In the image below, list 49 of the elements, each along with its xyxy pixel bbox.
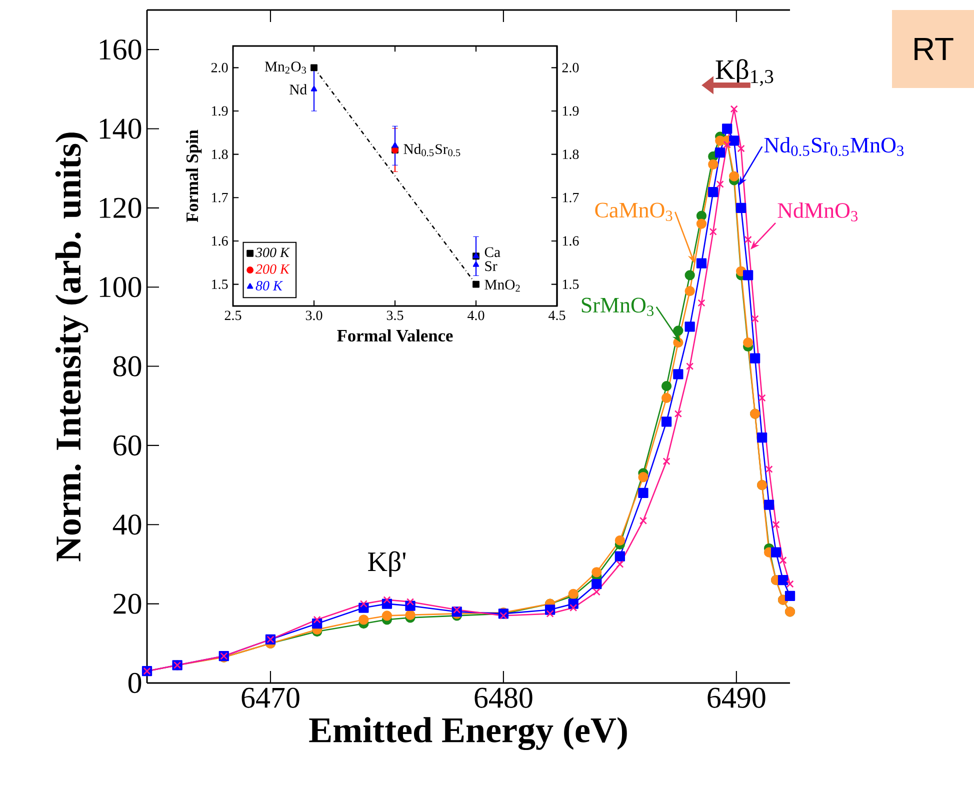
x-tick-label: 6470 (242, 688, 300, 708)
annotation: Ca (484, 247, 500, 258)
y-tick-label: 1.7 (212, 192, 228, 202)
x-tick-label: 6480 (474, 688, 532, 708)
y2-tick-label: 1.9 (562, 106, 579, 116)
x-axis-title: Formal Valence (337, 329, 453, 342)
series-label: NdMnO$_{3}$ (778, 202, 858, 222)
text: RT (914, 38, 954, 60)
y-axis-title: Formal Spin (186, 130, 202, 222)
annotation: MnO$_{2}$ (484, 280, 520, 292)
series-label: SrMnO$_{3}$ (582, 298, 654, 316)
x-tick-label: 4.5 (548, 310, 566, 320)
y-tick-label: 80 (113, 356, 142, 376)
y-tick-label: 160 (100, 39, 142, 60)
x-tick-label: 6490 (708, 688, 766, 708)
series-label: Nd$_{0.5}$Sr$_{0.5}$MnO$_{3}$ (764, 137, 904, 156)
y-tick-label: 0 (128, 672, 142, 694)
y2-tick-label: 2.0 (562, 62, 579, 72)
y-axis-title: Norm. Intensity (arb. units) (55, 132, 88, 562)
y-tick-label: 100 (100, 276, 142, 298)
x-tick-label: 2.5 (224, 310, 242, 320)
y-tick-label: 1.6 (212, 236, 228, 246)
x-tick-label: 3.0 (306, 310, 322, 320)
y2-tick-label: 1.6 (562, 236, 579, 246)
legend-label: 80 K (256, 281, 283, 290)
y-tick-label: 40 (112, 514, 142, 535)
y-tick-label: 120 (100, 198, 142, 218)
legend-label: 300 K (256, 248, 290, 258)
y2-tick-label: 1.5 (562, 280, 579, 290)
legend-label: 200 K (256, 264, 290, 274)
x-axis-title: Emitted Energy (eV) (309, 717, 627, 750)
y2-tick-label: 1.7 (562, 192, 579, 202)
y-tick-label: 2.0 (211, 62, 228, 72)
series-label: CaMnO$_{3}$ (595, 202, 672, 221)
annotation: Kβ$_{1,3}$ (716, 59, 774, 86)
annotation: Sr (485, 261, 498, 272)
y2-tick-label: 1.8 (562, 150, 579, 160)
annotation: Kβ' (368, 551, 406, 577)
y-tick-label: 1.9 (212, 106, 228, 116)
annotation: Mn$_{2}$O$_{3}$ (264, 62, 306, 74)
y-tick-label: 140 (100, 118, 142, 139)
x-tick-label: 3.5 (386, 310, 404, 320)
y-tick-label: 60 (114, 435, 142, 456)
y-tick-label: 1.8 (212, 150, 228, 160)
y-tick-label: 20 (114, 594, 142, 614)
x-tick-label: 4.0 (468, 310, 484, 320)
y-tick-label: 1.5 (212, 280, 228, 290)
annotation: Nd$_{0.5}$Sr$_{0.5}$ (404, 144, 460, 156)
annotation: Nd (290, 84, 307, 94)
